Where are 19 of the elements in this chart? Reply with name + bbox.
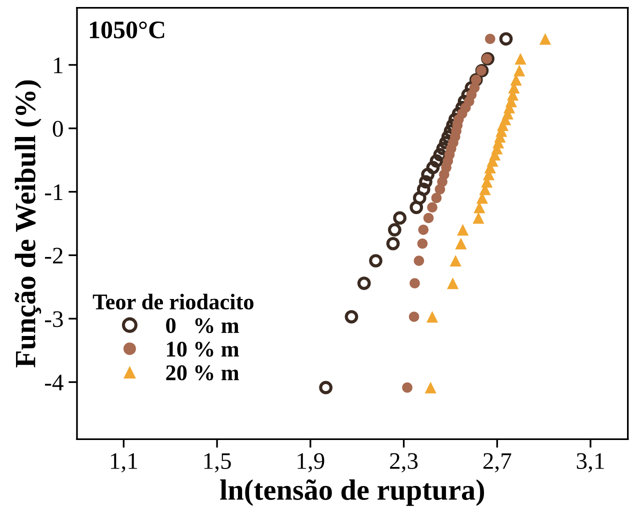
legend-label: 10 % m — [167, 342, 239, 357]
y-tick-label: -2 — [45, 248, 62, 264]
y-tick-label: -3 — [45, 311, 63, 328]
x-tick-label: 1,1 — [110, 453, 138, 472]
x-tick-label: 3,1 — [576, 453, 604, 472]
x-tick-label: 2,7 — [483, 453, 512, 472]
x-axis-title: ln(tensão de ruptura) — [220, 479, 484, 506]
legend-label: 20 % m — [166, 365, 239, 380]
y-axis-title: Função de Weibull (%) — [14, 80, 42, 368]
y-tick-label: -4 — [45, 374, 64, 390]
y-tick-label: 1 — [54, 58, 62, 74]
y-tick-label: -1 — [45, 184, 62, 200]
legend-title: Teor de riodacito — [92, 294, 254, 310]
annotation: 1050°C — [90, 21, 164, 38]
legend-label: 0 % m — [166, 318, 239, 334]
x-tick-label: 1,9 — [298, 453, 324, 472]
y-tick-label: 0 — [52, 120, 63, 137]
x-tick-label: 2,3 — [390, 453, 418, 472]
x-tick-label: 1,5 — [204, 453, 231, 472]
